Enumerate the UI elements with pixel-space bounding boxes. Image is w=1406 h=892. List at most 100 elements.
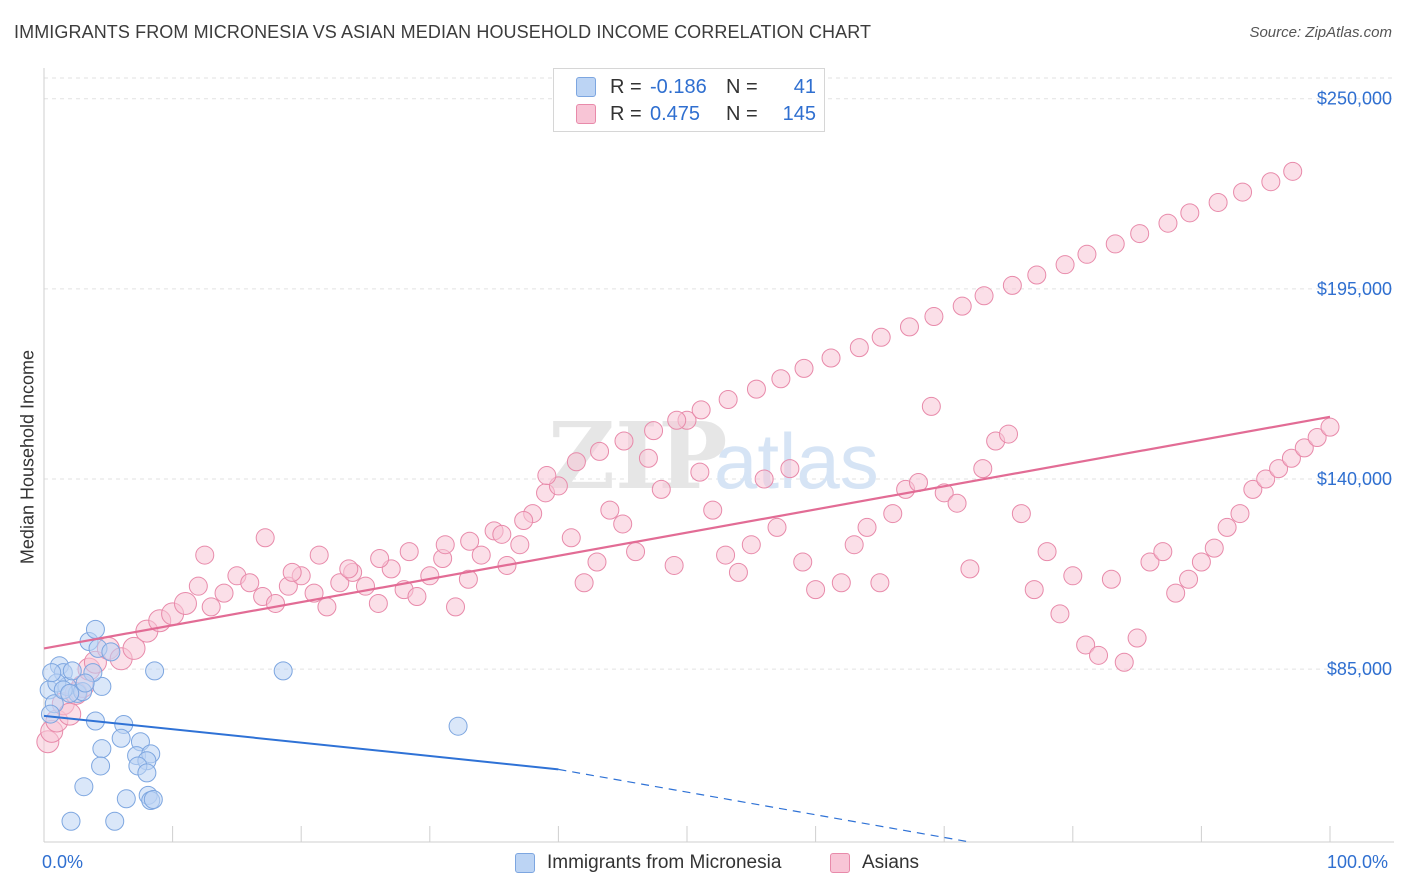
asians-point (399, 542, 419, 562)
n-value: 145 (782, 102, 816, 125)
asians-point (831, 573, 851, 593)
micronesia-point (448, 716, 468, 736)
asians-point (934, 483, 954, 503)
asians-point (691, 400, 711, 420)
asians-point (999, 424, 1018, 444)
legend-row-asians: R = 0.475 N = 145 (576, 102, 816, 126)
asians-point (1269, 459, 1289, 479)
asians-point (407, 587, 427, 607)
asians-point (317, 597, 337, 617)
asians-point (537, 466, 557, 486)
watermark-atlas: atlas (714, 417, 879, 505)
asians-point (214, 583, 234, 603)
asians-point (282, 562, 302, 582)
asians-point (1063, 566, 1083, 586)
asians-point (370, 549, 390, 569)
asians-point (1191, 552, 1211, 572)
asians-point (728, 562, 748, 582)
micronesia-point (62, 661, 82, 681)
y-tick-labels: $85,000 $140,000 $195,000 $250,000 (1317, 89, 1392, 679)
asians-point (1233, 182, 1253, 202)
micronesia-point (101, 642, 121, 662)
asians-point (122, 636, 146, 660)
micronesia-point (40, 704, 60, 724)
asians-point (1050, 604, 1070, 624)
asians-point (771, 369, 791, 389)
y-tick-label: $250,000 (1317, 89, 1392, 109)
asians-point (1130, 224, 1150, 244)
legend-swatch-blue (515, 853, 535, 873)
asians-point (806, 580, 826, 600)
asians-point (600, 500, 620, 520)
asians-point (201, 597, 221, 617)
asians-point (1024, 580, 1044, 600)
x-tick-min: 0.0% (42, 852, 84, 872)
asians-point (899, 317, 919, 337)
asians-point (255, 528, 275, 548)
asians-point (1077, 244, 1097, 264)
asians-point (924, 307, 944, 327)
asians-point (794, 358, 814, 378)
micronesia-point (145, 661, 165, 681)
asians-point (754, 469, 774, 489)
asians-point (1217, 517, 1237, 537)
asians-point (1294, 438, 1314, 458)
asians-point (1243, 479, 1263, 499)
asians-point (741, 535, 761, 555)
asians-point (883, 504, 903, 524)
micronesia-point (91, 756, 111, 776)
series-legend: Immigrants from Micronesia Asians (0, 852, 1406, 876)
legend-item-asians[interactable]: Asians (830, 852, 919, 874)
micronesia-point (75, 673, 95, 693)
y-tick-label: $85,000 (1327, 659, 1392, 679)
legend-label-asians: Asians (862, 852, 920, 873)
asians-point (1114, 652, 1134, 672)
asians-point (195, 545, 215, 565)
asians-point (492, 524, 512, 544)
asians-point (561, 528, 581, 548)
asians-point (1027, 265, 1047, 285)
asians-point (1208, 192, 1228, 212)
r-label: R = (610, 75, 642, 98)
micronesia-point (273, 661, 293, 681)
r-value: -0.186 (650, 75, 707, 98)
asians-point (921, 396, 941, 416)
asians-point (188, 576, 208, 596)
asians-point (368, 593, 388, 613)
asians-point (435, 535, 455, 555)
asians-point (973, 459, 993, 479)
asians-point (1127, 628, 1147, 648)
asians-point (1230, 504, 1250, 524)
asians-point (651, 479, 671, 499)
asians-point (240, 573, 260, 593)
micronesia-point (61, 811, 81, 831)
asians-point (173, 591, 197, 615)
asians-point (1166, 583, 1186, 603)
n-label: N = (726, 102, 758, 125)
asians-points (36, 161, 1340, 754)
asians-point (1105, 234, 1125, 254)
asians-point (821, 348, 841, 368)
asians-point (614, 431, 634, 451)
asians-point (664, 555, 684, 575)
micronesia-point (85, 619, 105, 639)
asians-point (590, 441, 610, 461)
legend-swatch-pink (576, 104, 596, 124)
legend-label-micronesia: Immigrants from Micronesia (547, 852, 782, 873)
legend-item-micronesia[interactable]: Immigrants from Micronesia (515, 852, 781, 874)
asians-point (514, 510, 534, 530)
asians-point (1158, 213, 1178, 233)
asians-point (1055, 255, 1075, 275)
asians-point (638, 448, 658, 468)
asians-point (1204, 538, 1224, 558)
asians-point (1281, 448, 1301, 468)
asians-trend-line (43, 415, 1331, 650)
asians-point (1101, 569, 1121, 589)
asians-point (1153, 542, 1173, 562)
legend-swatch-blue (576, 77, 596, 97)
asians-point (960, 559, 980, 579)
asians-point (1089, 645, 1109, 665)
micronesia-point (111, 728, 131, 748)
asians-point (420, 566, 440, 586)
asians-point (1307, 428, 1327, 448)
